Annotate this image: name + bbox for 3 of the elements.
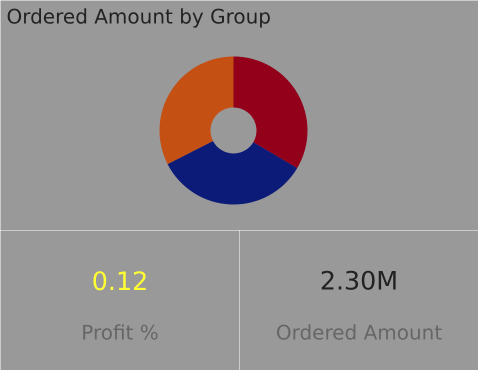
text: 2.30M bbox=[320, 266, 398, 296]
text: 0.12 bbox=[92, 266, 148, 296]
chart-title: Ordered Amount by Group bbox=[6, 4, 271, 28]
